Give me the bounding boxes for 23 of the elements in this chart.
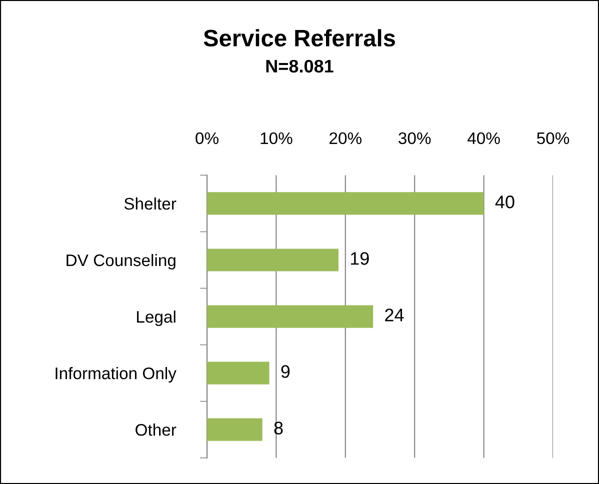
data-label: 40 — [495, 196, 514, 208]
bar — [207, 248, 338, 272]
bar — [207, 305, 374, 328]
data-label: 19 — [350, 252, 369, 265]
x-tick-label: 0% — [196, 132, 218, 144]
chart-subtitle: N=8.081 — [266, 60, 334, 73]
x-tick-label: 40% — [468, 132, 500, 144]
y-tick-label: Other — [136, 424, 176, 436]
y-tick-label: Shelter — [124, 197, 176, 210]
data-label: 8 — [274, 422, 283, 434]
data-label: 24 — [385, 308, 404, 322]
y-tick-label: Information Only — [56, 367, 176, 383]
bar — [207, 362, 270, 384]
y-tick-label: DV Counseling — [66, 254, 176, 270]
x-tick-label: 30% — [398, 132, 431, 144]
bar — [207, 418, 262, 441]
x-tick-label: 10% — [260, 132, 292, 144]
data-label: 9 — [281, 365, 290, 378]
x-tick-label: 20% — [330, 132, 362, 144]
chart-title: Service Referrals — [204, 29, 396, 47]
bar — [207, 192, 484, 215]
y-tick-label: Legal — [137, 310, 176, 326]
x-tick-label: 50% — [536, 132, 570, 144]
